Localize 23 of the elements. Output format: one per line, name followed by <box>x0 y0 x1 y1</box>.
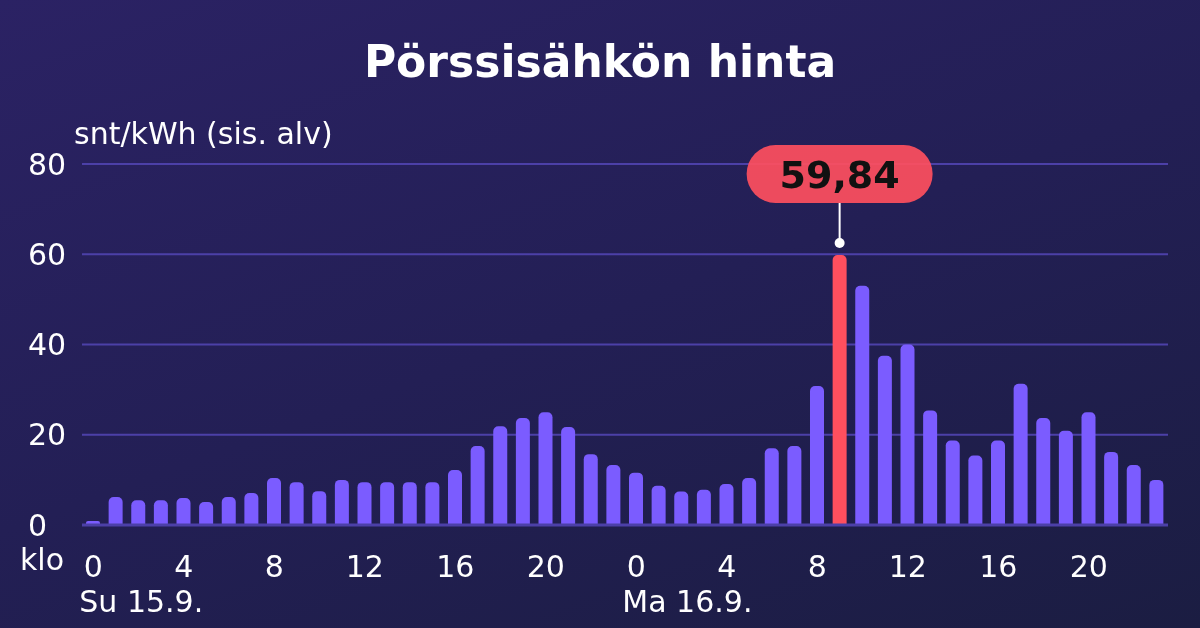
x-tick-label: 4 <box>174 549 194 584</box>
x-tick-label: 8 <box>264 549 284 584</box>
y-tick-label: 0 <box>28 507 48 543</box>
x-tick-label: 0 <box>626 549 646 584</box>
x-tick-label: 16 <box>436 549 475 584</box>
y-tick-label: 40 <box>28 327 67 362</box>
x-tick-label: 16 <box>979 549 1018 584</box>
y-tick-label: 20 <box>28 417 67 453</box>
x-tick-label: 20 <box>526 549 565 584</box>
x-tick-label: 12 <box>345 549 384 584</box>
y-axis-title: snt/kWh (sis. alv) <box>74 116 333 151</box>
chart-title: Pörssisähkön hinta <box>362 36 838 87</box>
x-tick-label: 4 <box>717 549 737 584</box>
text: Su 15.9. <box>79 584 204 619</box>
text: Ma 16.9. <box>622 584 753 619</box>
x-tick-label: 0 <box>83 549 103 584</box>
data-label: 59,84 <box>779 152 900 197</box>
x-tick-label: 20 <box>1069 549 1108 584</box>
x-axis-title: klo <box>20 542 65 577</box>
x-tick-label: 12 <box>888 549 927 584</box>
x-tick-label: 8 <box>807 549 827 584</box>
y-tick-label: 80 <box>28 146 67 182</box>
y-tick-label: 60 <box>28 236 67 272</box>
